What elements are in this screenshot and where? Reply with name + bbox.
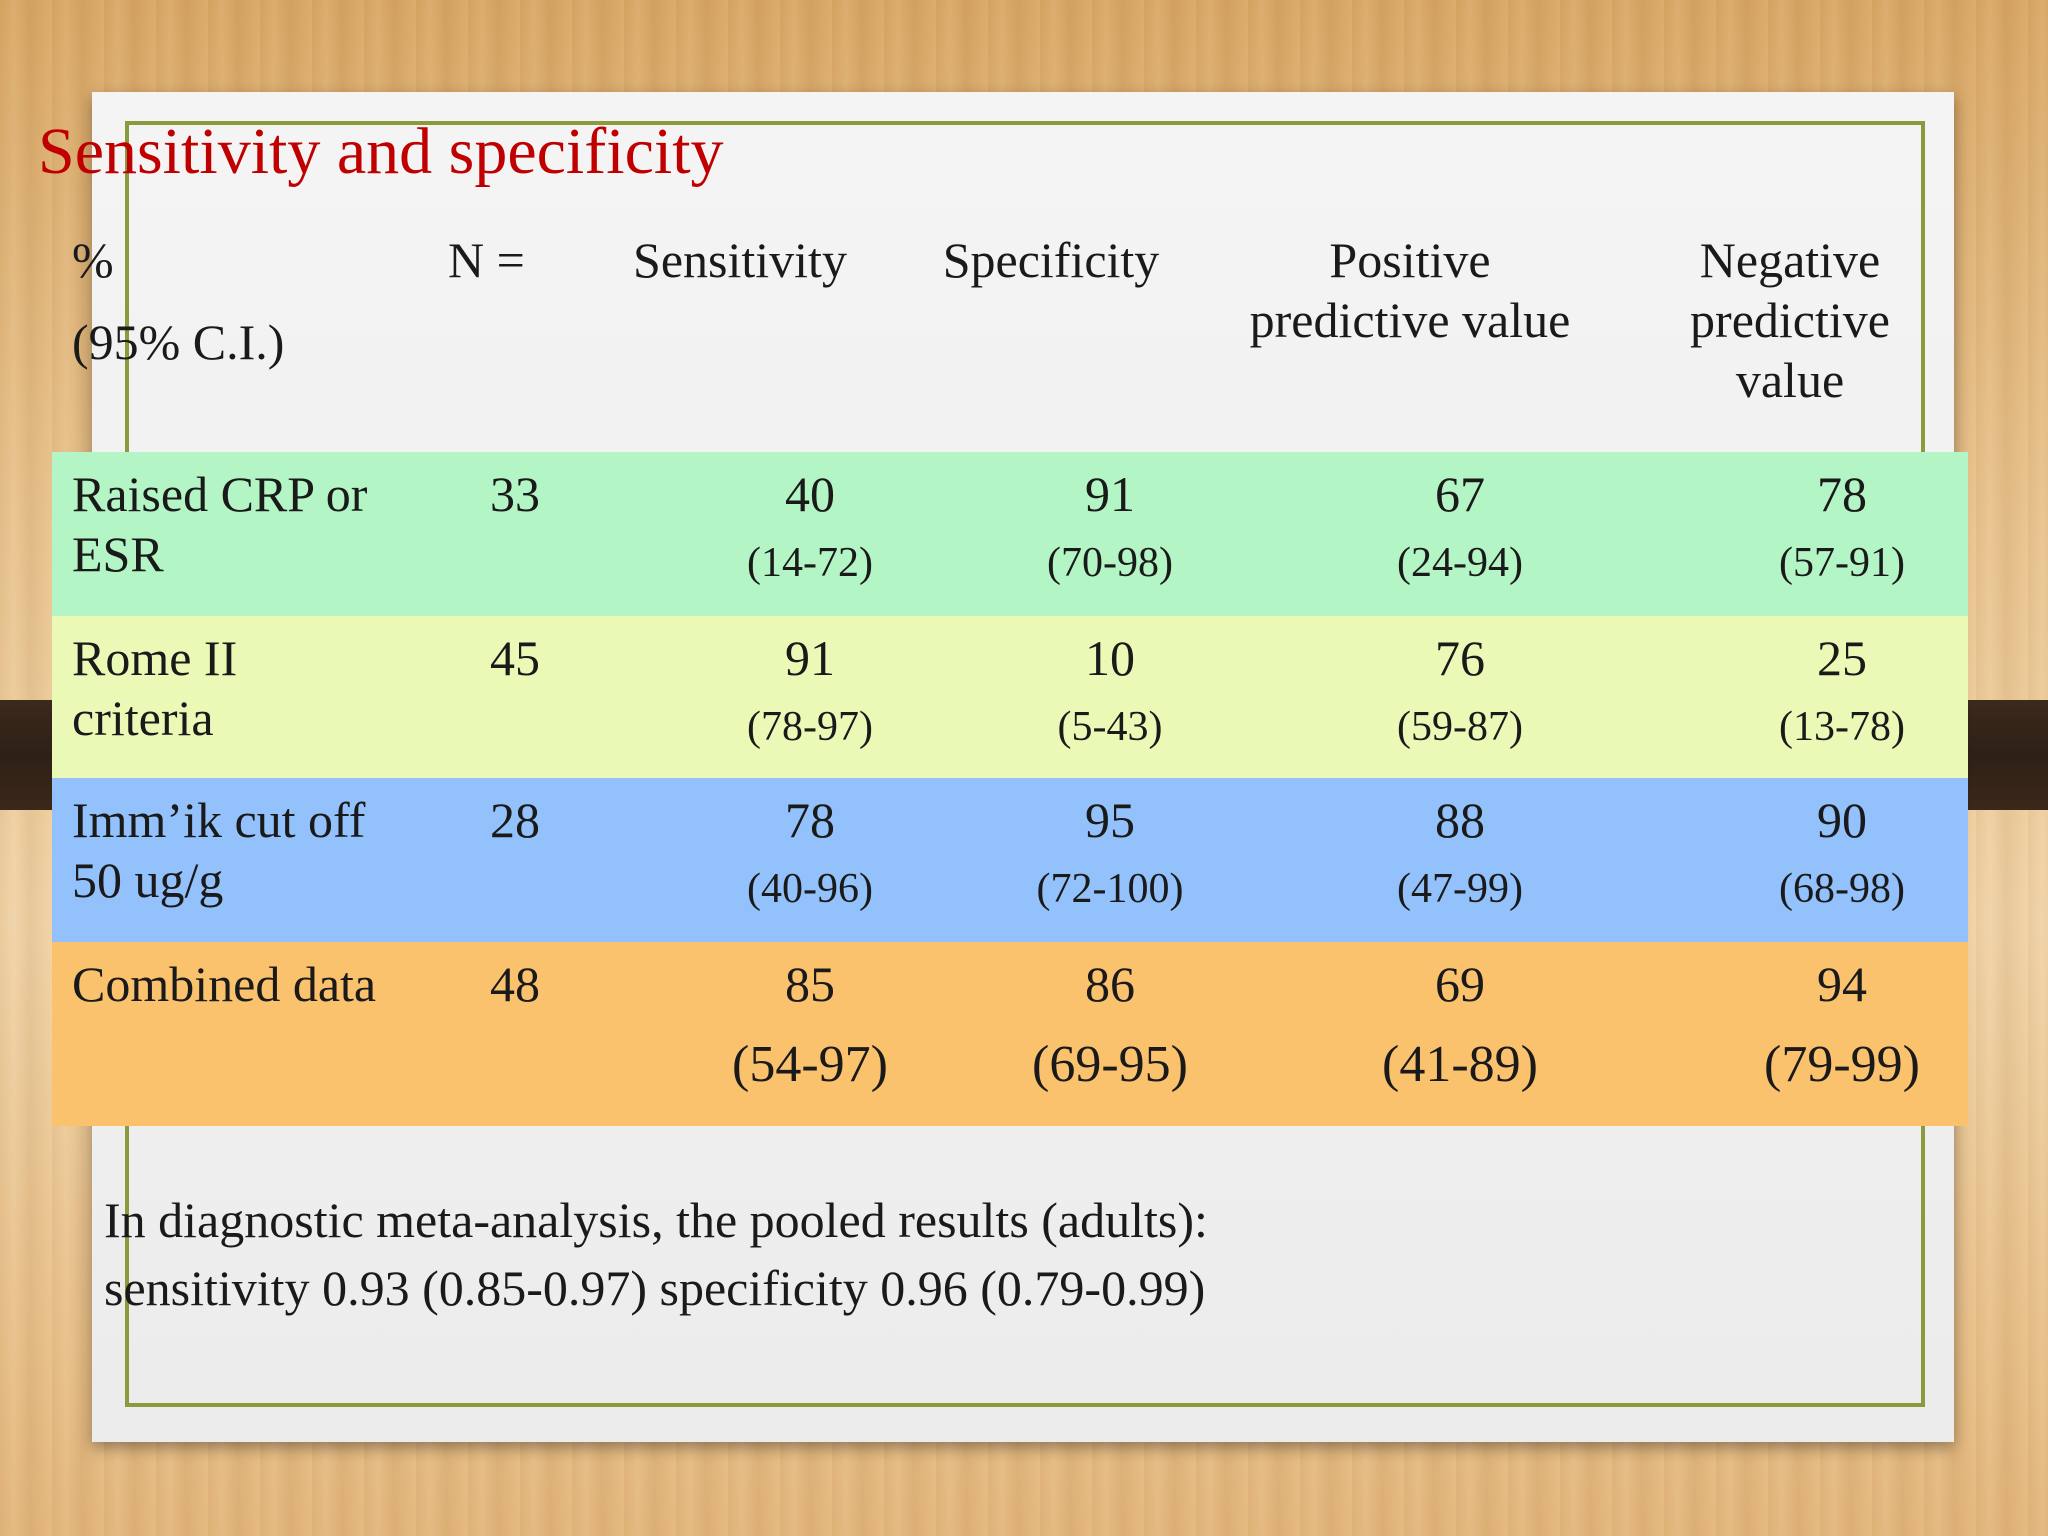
sensitivity-value: 40 (785, 466, 835, 522)
npv-value: 94 (1817, 956, 1867, 1012)
ppv-value: 88 (1435, 792, 1485, 848)
header-percent: % (72, 232, 114, 288)
header-npv-line2: predictive (1690, 292, 1890, 348)
header-ppv-line2: predictive value (1249, 292, 1571, 348)
row-label-line1: Raised CRP or (72, 466, 368, 522)
row-label: Imm’ik cut off 50 ug/g (72, 790, 452, 910)
sensitivity-value: 85 (785, 956, 835, 1012)
row-label-line1: Rome II (72, 630, 238, 686)
header-specificity: Specificity (942, 232, 1160, 288)
header-ppv: Positive predictive value (1220, 230, 1600, 350)
npv-ci: (79-99) (1764, 1036, 1920, 1093)
row-n: 48 (490, 956, 540, 1012)
sensitivity-ci: (78-97) (747, 704, 873, 750)
row-n: 28 (490, 792, 540, 848)
specificity-ci: (70-98) (1047, 540, 1173, 586)
specificity-value: 86 (1085, 956, 1135, 1012)
row-label: Combined data (72, 954, 452, 1014)
sensitivity-value: 78 (785, 792, 835, 848)
ppv-value: 76 (1435, 630, 1485, 686)
row-n: 45 (490, 630, 540, 686)
row-n: 33 (490, 466, 540, 522)
table-row-immik: Imm’ik cut off 50 ug/g 28 78 (40-96) 95 … (52, 778, 1968, 942)
ppv-ci: (41-89) (1382, 1036, 1538, 1093)
ppv-value: 67 (1435, 466, 1485, 522)
npv-ci: (57-91) (1779, 540, 1905, 586)
header-npv-line1: Negative (1699, 232, 1881, 288)
footnote-line2: sensitivity 0.93 (0.85-0.97) specificity… (104, 1260, 1206, 1316)
ppv-ci: (24-94) (1397, 540, 1523, 586)
npv-value: 78 (1817, 466, 1867, 522)
specificity-ci: (69-95) (1032, 1036, 1188, 1093)
ppv-ci: (59-87) (1397, 704, 1523, 750)
sensitivity-ci: (54-97) (732, 1036, 888, 1093)
table-row-rome-ii: Rome II criteria 45 91 (78-97) 10 (5-43)… (52, 616, 1968, 778)
npv-value: 90 (1817, 792, 1867, 848)
sensitivity-ci: (40-96) (747, 866, 873, 912)
footnote: In diagnostic meta-analysis, the pooled … (104, 1186, 1604, 1322)
header-npv-line3: value (1735, 352, 1845, 408)
table-row-crp-esr: Raised CRP or ESR 33 40 (14-72) 91 (70-9… (52, 452, 1968, 616)
row-label: Rome II criteria (72, 628, 452, 748)
npv-ci: (13-78) (1779, 704, 1905, 750)
npv-value: 25 (1817, 630, 1867, 686)
sensitivity-ci: (14-72) (747, 540, 873, 586)
header-ci: (95% C.I.) (72, 314, 285, 370)
footnote-line1: In diagnostic meta-analysis, the pooled … (104, 1192, 1208, 1248)
table-row-combined: Combined data 48 85 (54-97) 86 (69-95) 6… (52, 942, 1968, 1126)
specificity-value: 95 (1085, 792, 1135, 848)
ppv-value: 69 (1435, 956, 1485, 1012)
npv-ci: (68-98) (1779, 866, 1905, 912)
row-label: Raised CRP or ESR (72, 464, 452, 584)
row-label-line2: 50 ug/g (72, 852, 224, 908)
header-n: N = (448, 232, 525, 288)
row-label-line1: Combined data (72, 956, 377, 1012)
row-label-line2: ESR (72, 526, 164, 582)
slide-title: Sensitivity and specificity (38, 115, 724, 188)
sensitivity-value: 91 (785, 630, 835, 686)
header-ppv-line1: Positive (1329, 232, 1491, 288)
specificity-value: 10 (1085, 630, 1135, 686)
row-label-line2: criteria (72, 690, 214, 746)
header-npv: Negative predictive value (1660, 230, 1920, 410)
row-label-line1: Imm’ik cut off (72, 792, 366, 848)
specificity-ci: (72-100) (1036, 866, 1184, 912)
specificity-ci: (5-43) (1057, 704, 1163, 750)
header-sensitivity: Sensitivity (633, 232, 847, 288)
specificity-value: 91 (1085, 466, 1135, 522)
ppv-ci: (47-99) (1397, 866, 1523, 912)
